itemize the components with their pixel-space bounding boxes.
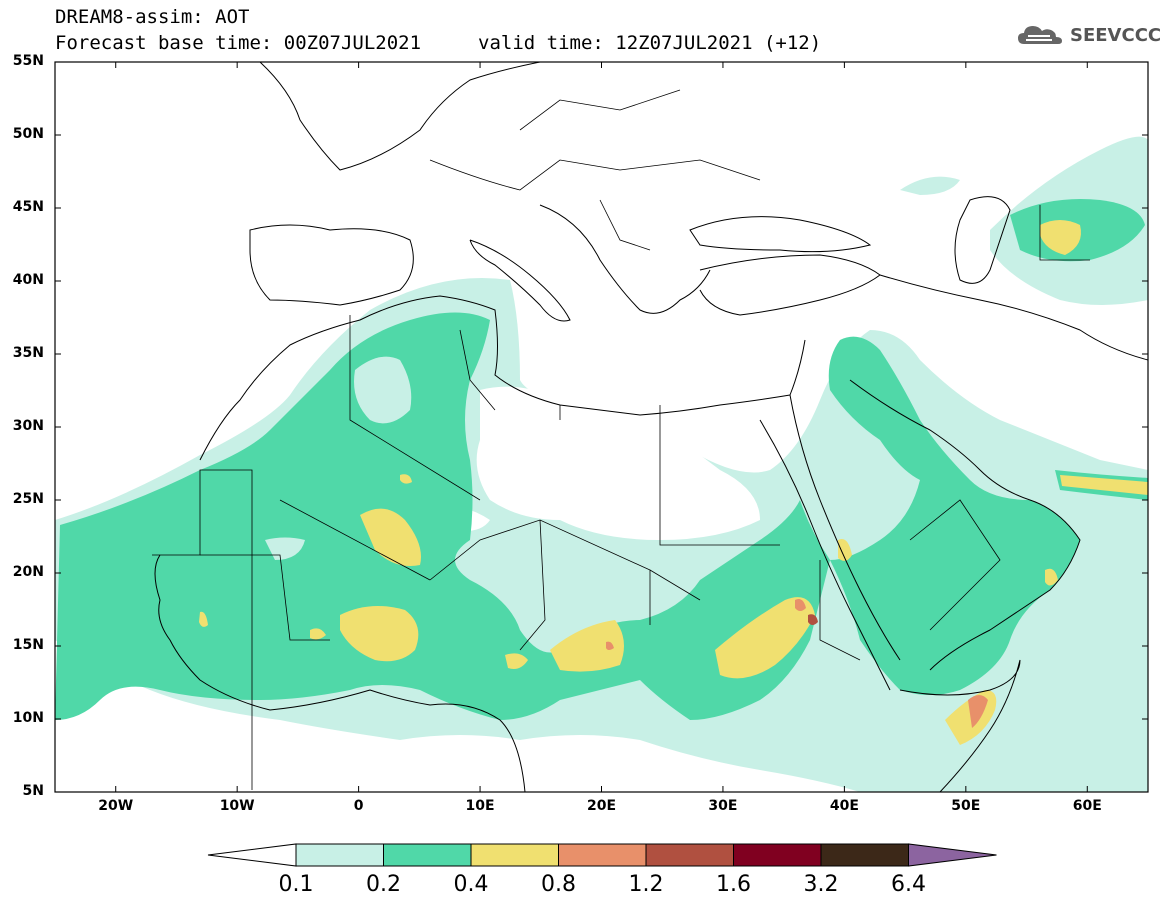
- colorbar-label: 3.2: [803, 872, 839, 897]
- aot-level-0.8: [606, 599, 988, 728]
- lon-label: 20W: [98, 798, 134, 814]
- lon-label: 60E: [1072, 798, 1102, 814]
- cloud-logo-icon: [1018, 26, 1062, 44]
- lat-label: 30N: [12, 418, 44, 434]
- colorbar-label: 1.2: [628, 872, 664, 897]
- lon-label: 10W: [219, 798, 255, 814]
- lon-label: 0: [353, 798, 364, 814]
- colorbar-label: 0.1: [278, 872, 314, 897]
- lat-label: 45N: [12, 199, 44, 215]
- aot-inner-clear: [265, 356, 412, 560]
- colorbar-label: 0.2: [366, 872, 401, 897]
- logo-text: SEEVCCC: [1070, 24, 1162, 46]
- lat-label: 50N: [12, 126, 44, 142]
- lon-label: 40E: [829, 798, 859, 814]
- colorbar-label: 6.4: [891, 872, 926, 897]
- colorbar-label: 1.6: [716, 872, 751, 897]
- lat-label: 20N: [12, 564, 44, 580]
- seevccc-logo: SEEVCCC: [1016, 22, 1161, 48]
- axis-ticks: [55, 61, 1148, 793]
- lat-label: 10N: [12, 710, 44, 726]
- lat-label: 35N: [12, 345, 44, 361]
- lon-label: 30E: [708, 798, 738, 814]
- colorbar-label: 0.8: [541, 872, 576, 897]
- lat-label: 25N: [12, 491, 44, 507]
- colorbar-label: 0.4: [453, 872, 489, 897]
- country-borders: [152, 89, 1090, 790]
- lon-label: 50E: [951, 798, 981, 814]
- map-title: DREAM8-assim: AOT: [55, 6, 250, 28]
- valid-time: valid time: 12Z07JUL2021 (+12): [478, 32, 822, 54]
- lat-label: 55N: [12, 53, 44, 69]
- lon-label: 10E: [465, 798, 495, 814]
- lat-label: 15N: [12, 637, 44, 653]
- lat-label: 5N: [22, 783, 44, 799]
- lat-label: 40N: [12, 272, 44, 288]
- lon-label: 20E: [586, 798, 617, 814]
- aot-field: [55, 62, 1148, 792]
- coastlines: [154, 62, 1148, 792]
- forecast-base-time: Forecast base time: 00Z07JUL2021: [55, 32, 422, 54]
